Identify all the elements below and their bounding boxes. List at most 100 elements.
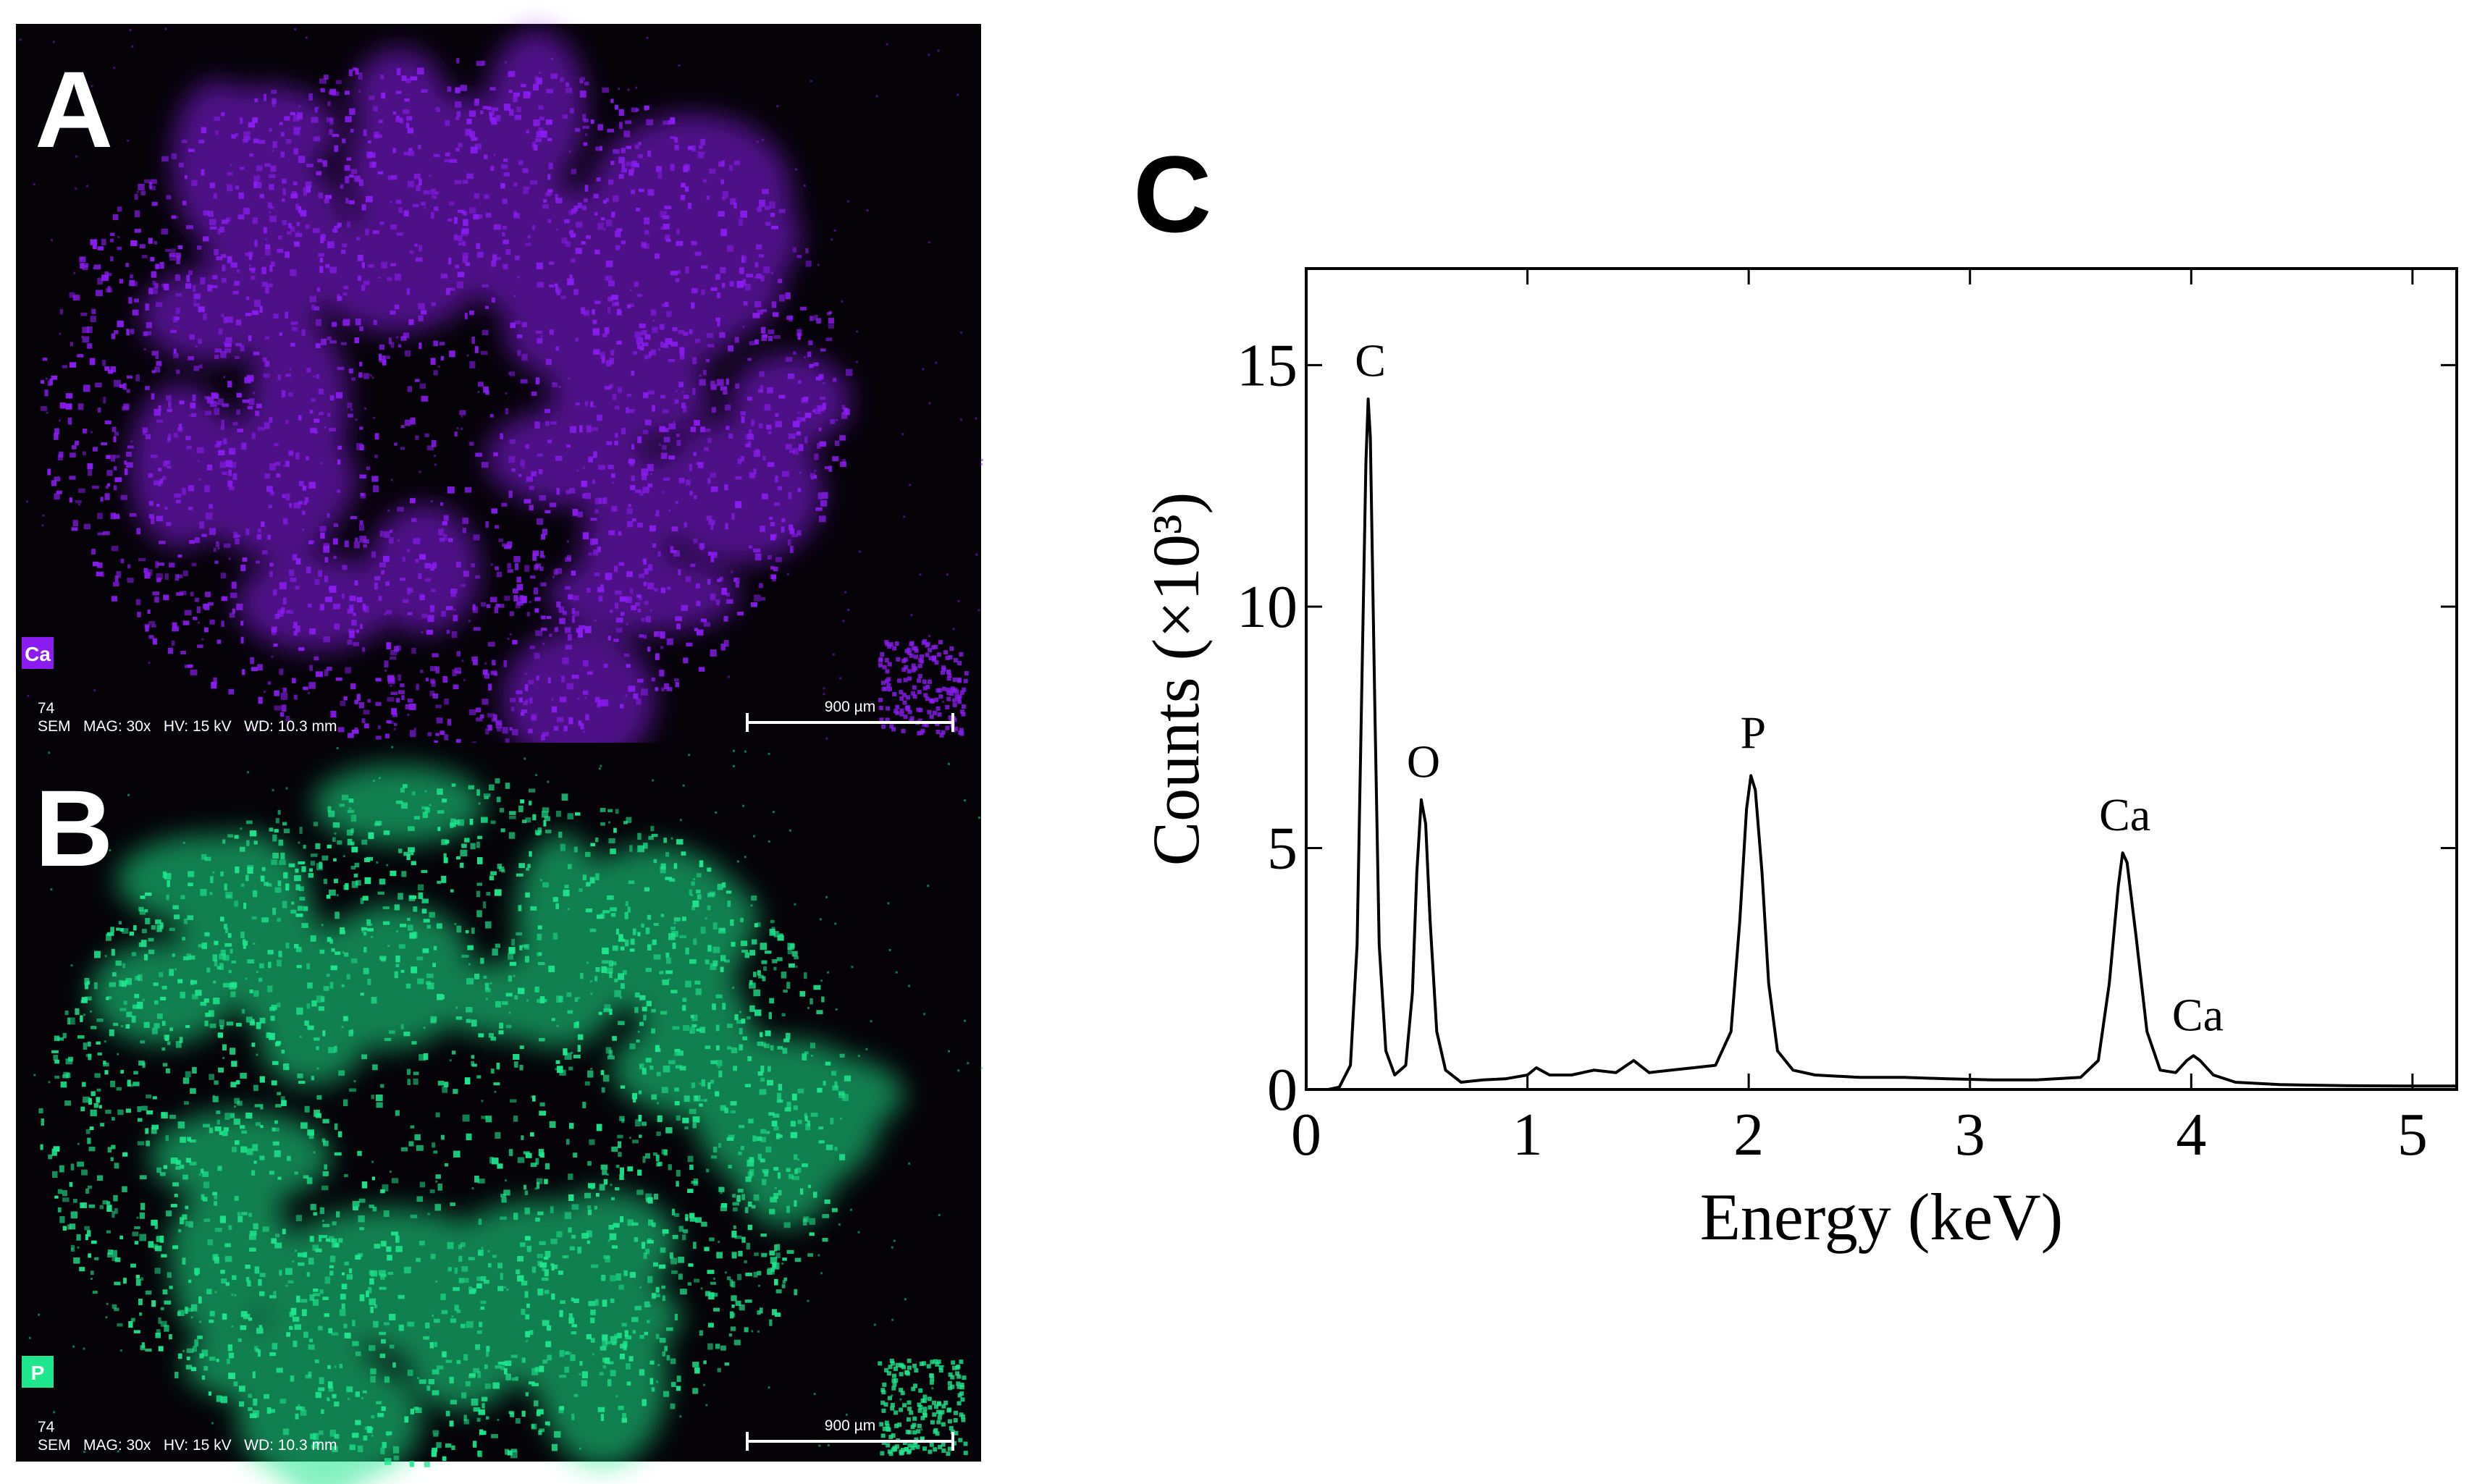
dot [418,315,424,322]
glow [262,1244,366,1399]
dot [488,1033,494,1038]
dot [301,866,306,872]
dot [359,426,363,430]
dot [937,712,942,717]
dot [160,996,167,1000]
dot [295,631,298,634]
dot [568,594,573,600]
dot [899,696,904,701]
dot [245,528,250,536]
dot [307,1025,314,1030]
dot [348,413,353,418]
dot [300,210,307,217]
dot [219,1131,223,1135]
dot [726,890,732,894]
dot [330,965,337,971]
dot [314,306,320,311]
dot [691,1014,698,1021]
dot [173,348,177,354]
dot [174,1245,177,1248]
dot [747,1159,754,1167]
dot [156,1013,163,1019]
dot [771,225,779,229]
dot [450,822,454,828]
dot [539,1152,544,1158]
dot [101,238,106,245]
dot [560,675,565,683]
dot [407,612,413,615]
dot [642,1155,646,1163]
dot [536,1178,543,1184]
dot [316,1067,319,1070]
dot [462,180,468,184]
dot [341,1303,345,1310]
dot [322,1297,329,1300]
dot [468,620,471,623]
dot [404,98,410,102]
dot [739,267,744,274]
dot [626,407,629,413]
dot [337,445,342,450]
dot [899,1398,902,1401]
dot [716,292,721,298]
dot [306,456,309,460]
dot [324,195,332,199]
dot [144,331,151,336]
dot [559,1375,567,1378]
dot [298,1404,300,1407]
dot [344,90,350,95]
dot [488,784,495,791]
dot [426,445,434,451]
dot [91,549,96,555]
dot [928,241,930,244]
dot [903,515,906,518]
dot [673,421,676,423]
dot [251,1042,256,1047]
dot [684,1126,689,1130]
dot [445,1410,450,1417]
dot [161,1254,167,1258]
dot [639,324,646,329]
dot [273,644,278,647]
dot [376,1102,383,1108]
dot [889,724,894,729]
dot [773,566,778,572]
dot [794,168,797,171]
dot [608,821,611,824]
dot [941,665,946,670]
dot [445,1359,453,1363]
dot [709,891,716,896]
dot [659,1338,666,1343]
dot [696,600,701,607]
dot [237,1338,242,1342]
dot [248,122,256,128]
dot [645,1193,652,1201]
dot [243,135,251,140]
dot [731,1304,735,1308]
dot [932,710,937,715]
dot [823,693,825,696]
dot [319,78,327,84]
dot [334,1152,342,1156]
dot [321,1138,326,1142]
dot [732,1207,738,1212]
dot [416,1144,424,1151]
dot [961,704,966,709]
dot [685,576,691,582]
dot [454,1304,459,1311]
dot [794,956,799,960]
dot [526,867,529,871]
dot [119,384,125,389]
dot [629,845,633,852]
dot [331,1332,339,1336]
dot [942,686,947,691]
dot [213,193,217,199]
dot [200,277,206,284]
dot [754,1009,762,1016]
dot [463,678,466,681]
dot [315,1113,321,1118]
dot [655,1333,660,1339]
dot [54,428,59,435]
dot [269,215,277,222]
dot [453,608,456,611]
